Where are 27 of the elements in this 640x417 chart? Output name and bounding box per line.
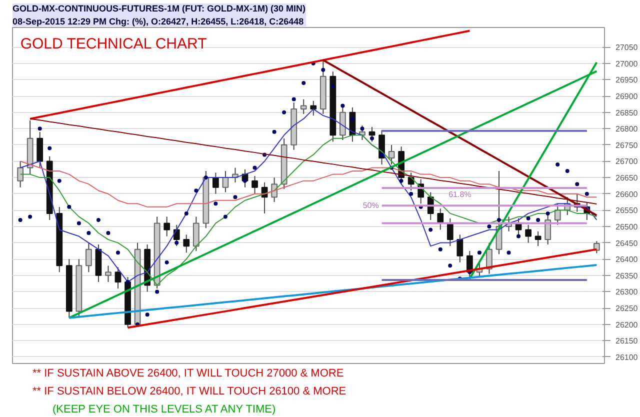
y-tick-label: 26450 — [616, 238, 638, 248]
y-tick-label: 26800 — [616, 124, 638, 134]
y-tick-label: 26650 — [616, 174, 638, 183]
y-tick-label: 26300 — [616, 288, 638, 297]
y-tick-label: 26700 — [616, 157, 638, 166]
y-tick-label: 26750 — [616, 140, 638, 150]
y-tick-label: 26400 — [616, 255, 638, 264]
text: GOLD TECHNICAL CHART — [20, 36, 207, 52]
y-tick-label: 26900 — [616, 92, 638, 102]
y-tick-label: 27050 — [616, 43, 638, 52]
y-tick-label: 27000 — [616, 59, 638, 68]
text: (KEEP EYE ON THIS LEVELS AT ANY TIME) — [52, 404, 276, 416]
text: ** IF SUSTAIN BELOW 26400, IT WILL TOUCH 26100 & MORE — [32, 386, 346, 398]
y-tick-label: 26100 — [616, 352, 638, 362]
annotation: 61.8% — [448, 190, 472, 199]
chart-subtitle: GOLD-MX-CONTINUOUS-FUTURES-1M (FUT: GOLD-MX-1M) (30 MIN) 08-Sep-2015 12:29 PM Chg: (%), O:26427, H:26455, L:26418, C:26448 — [12, 4, 306, 26]
y-tick-label: 26500 — [616, 222, 638, 232]
y-tick-label: 26250 — [616, 304, 638, 314]
y-tick-label: 26150 — [616, 336, 638, 346]
y-tick-label: 26350 — [616, 271, 638, 280]
y-tick-label: 26550 — [616, 206, 638, 216]
y-tick-label: 26950 — [616, 76, 638, 85]
y-tick-label: 26200 — [616, 320, 638, 330]
y-tick-label: 26850 — [616, 108, 638, 118]
text: ** IF SUSTAIN ABOVE 26400, IT WILL TOUCH 27000 & MORE — [32, 368, 344, 380]
annotation: 50% — [362, 201, 379, 210]
y-tick-label: 26600 — [616, 190, 638, 199]
